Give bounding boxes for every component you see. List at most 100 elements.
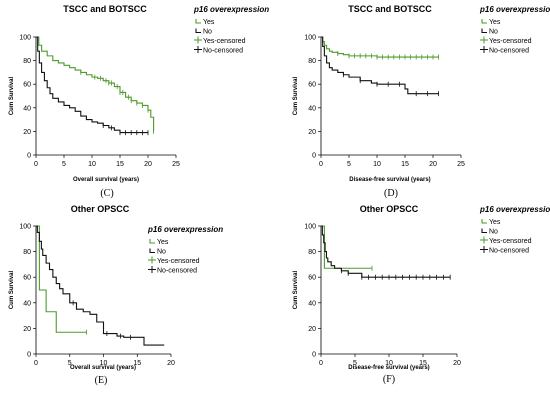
y-tick-label: 0 xyxy=(27,153,31,160)
x-tick-label: 0 xyxy=(34,360,38,367)
legend-item-label: No xyxy=(203,29,212,36)
chart-title: Other OPSCC xyxy=(360,204,419,214)
y-tick-label: 60 xyxy=(308,82,316,89)
panel-label: (D) xyxy=(384,188,398,199)
x-tick-label: 5 xyxy=(62,161,66,168)
chart-panel-3: Other OPSCC 0 20 40 60 80 100 0 5 10 15 20 Overall s… xyxy=(9,204,223,386)
legend: p16 overexpression Yes No Yes-censored No-ce… xyxy=(147,225,223,275)
x-tick-label: 5 xyxy=(347,161,351,168)
chart-title: TSCC and BOTSCC xyxy=(348,4,432,14)
y-tick-label: 40 xyxy=(308,105,316,112)
series-line-yes xyxy=(36,36,155,132)
legend-symbol-no xyxy=(149,248,155,254)
x-tick-label: 0 xyxy=(34,161,38,168)
y-tick-label: 100 xyxy=(304,35,316,42)
y-tick-label: 20 xyxy=(308,326,316,333)
x-tick-label: 20 xyxy=(167,360,175,367)
legend-item-label: Yes xyxy=(203,19,215,26)
y-tick-label: 60 xyxy=(23,275,31,282)
legend-item-label: No-censored xyxy=(489,248,529,255)
y-tick-label: 20 xyxy=(23,326,31,333)
y-tick-label: 40 xyxy=(308,300,316,307)
y-tick-label: 80 xyxy=(308,58,316,65)
x-axis-label: Overall survival (years) xyxy=(73,177,139,183)
legend-item-label: No-censored xyxy=(489,48,529,55)
legend-item-label: No xyxy=(489,29,498,36)
legend-censor-symbol-yes xyxy=(480,236,488,244)
x-tick-label: 10 xyxy=(373,161,381,168)
legend-item-label: No-censored xyxy=(157,268,197,275)
x-tick-label: 10 xyxy=(100,360,108,367)
legend: p16 overexpression Yes No Yes-censored No-ce… xyxy=(479,205,550,255)
x-tick-label: 0 xyxy=(319,360,323,367)
legend-symbol-no xyxy=(481,228,487,234)
y-tick-label: 40 xyxy=(23,300,31,307)
legend-item-label: No-censored xyxy=(203,48,243,55)
y-axis-label: Cum Survival xyxy=(293,271,299,310)
legend: p16 overexpression Yes No Yes-censored No-ce… xyxy=(193,5,269,55)
legend-symbol-yes xyxy=(481,219,487,224)
x-tick-label: 15 xyxy=(401,161,409,168)
y-tick-label: 80 xyxy=(308,249,316,256)
y-tick-label: 20 xyxy=(23,129,31,136)
legend-symbol-yes xyxy=(481,19,487,24)
legend-censor-symbol-yes xyxy=(194,36,202,44)
chart-panel-2: TSCC and BOTSCC 0 20 40 60 80 100 0 5 10 15 20 25 Dis… xyxy=(293,4,550,199)
y-tick-label: 0 xyxy=(27,352,31,359)
series-line-yes xyxy=(36,225,87,333)
legend-item-label: Yes-censored xyxy=(489,38,532,45)
legend-title: p16 overexpression xyxy=(479,205,550,214)
x-tick-label: 5 xyxy=(68,360,72,367)
chart-panel-4: Other OPSCC 0 20 40 60 80 100 0 5 10 15 20 Disease-f… xyxy=(293,204,550,385)
legend-symbol-no xyxy=(481,28,487,34)
x-tick-label: 10 xyxy=(88,161,96,168)
chart-title: Other OPSCC xyxy=(71,204,130,214)
y-axis-label: Cum Survival xyxy=(9,77,15,116)
x-tick-label: 0 xyxy=(319,161,323,168)
legend-symbol-yes xyxy=(195,19,201,24)
legend-censor-symbol-no xyxy=(148,266,156,273)
y-tick-label: 80 xyxy=(23,249,31,256)
x-tick-label: 20 xyxy=(453,360,461,367)
y-tick-label: 100 xyxy=(19,35,31,42)
x-tick-label: 15 xyxy=(116,161,124,168)
x-tick-label: 25 xyxy=(172,161,180,168)
series-line-no xyxy=(36,225,165,346)
chart-panel-1: TSCC and BOTSCC 0 20 40 60 80 100 0 5 10 15 20 25 Ove… xyxy=(9,4,269,199)
legend-censor-symbol-no xyxy=(480,246,488,253)
x-axis-label: Overall survival (years) xyxy=(70,365,136,371)
panel-label: (C) xyxy=(100,188,113,199)
chart-title: TSCC and BOTSCC xyxy=(63,4,147,14)
legend-censor-symbol-yes xyxy=(480,36,488,44)
legend-symbol-no xyxy=(195,28,201,34)
y-tick-label: 40 xyxy=(23,105,31,112)
x-tick-label: 25 xyxy=(457,161,465,168)
legend-item-label: Yes-censored xyxy=(489,238,532,245)
y-axis-label: Cum Survival xyxy=(293,77,299,116)
panel-label: (E) xyxy=(95,375,108,386)
x-tick-label: 15 xyxy=(419,360,427,367)
legend-item-label: No xyxy=(489,229,498,236)
legend-censor-symbol-yes xyxy=(148,256,156,264)
y-tick-label: 60 xyxy=(23,82,31,89)
legend-censor-symbol-no xyxy=(480,46,488,53)
legend-item-label: Yes-censored xyxy=(203,38,246,45)
x-axis-label: Disease-free survival (years) xyxy=(348,365,429,371)
y-tick-label: 100 xyxy=(19,224,31,231)
series-line-yes xyxy=(321,36,439,58)
legend-item-label: Yes xyxy=(157,239,169,246)
legend-item-label: Yes xyxy=(489,219,501,226)
y-tick-label: 100 xyxy=(304,224,316,231)
series-line-no xyxy=(36,36,148,134)
legend-title: p16 overexpression xyxy=(479,5,550,14)
y-tick-label: 80 xyxy=(23,58,31,65)
y-tick-label: 0 xyxy=(312,153,316,160)
x-axis-label: Disease-free survival (years) xyxy=(349,177,430,183)
legend-censor-symbol-no xyxy=(194,46,202,53)
x-tick-label: 20 xyxy=(429,161,437,168)
x-tick-label: 20 xyxy=(144,161,152,168)
series-line-no xyxy=(321,36,439,95)
y-tick-label: 20 xyxy=(308,129,316,136)
x-tick-label: 15 xyxy=(133,360,141,367)
